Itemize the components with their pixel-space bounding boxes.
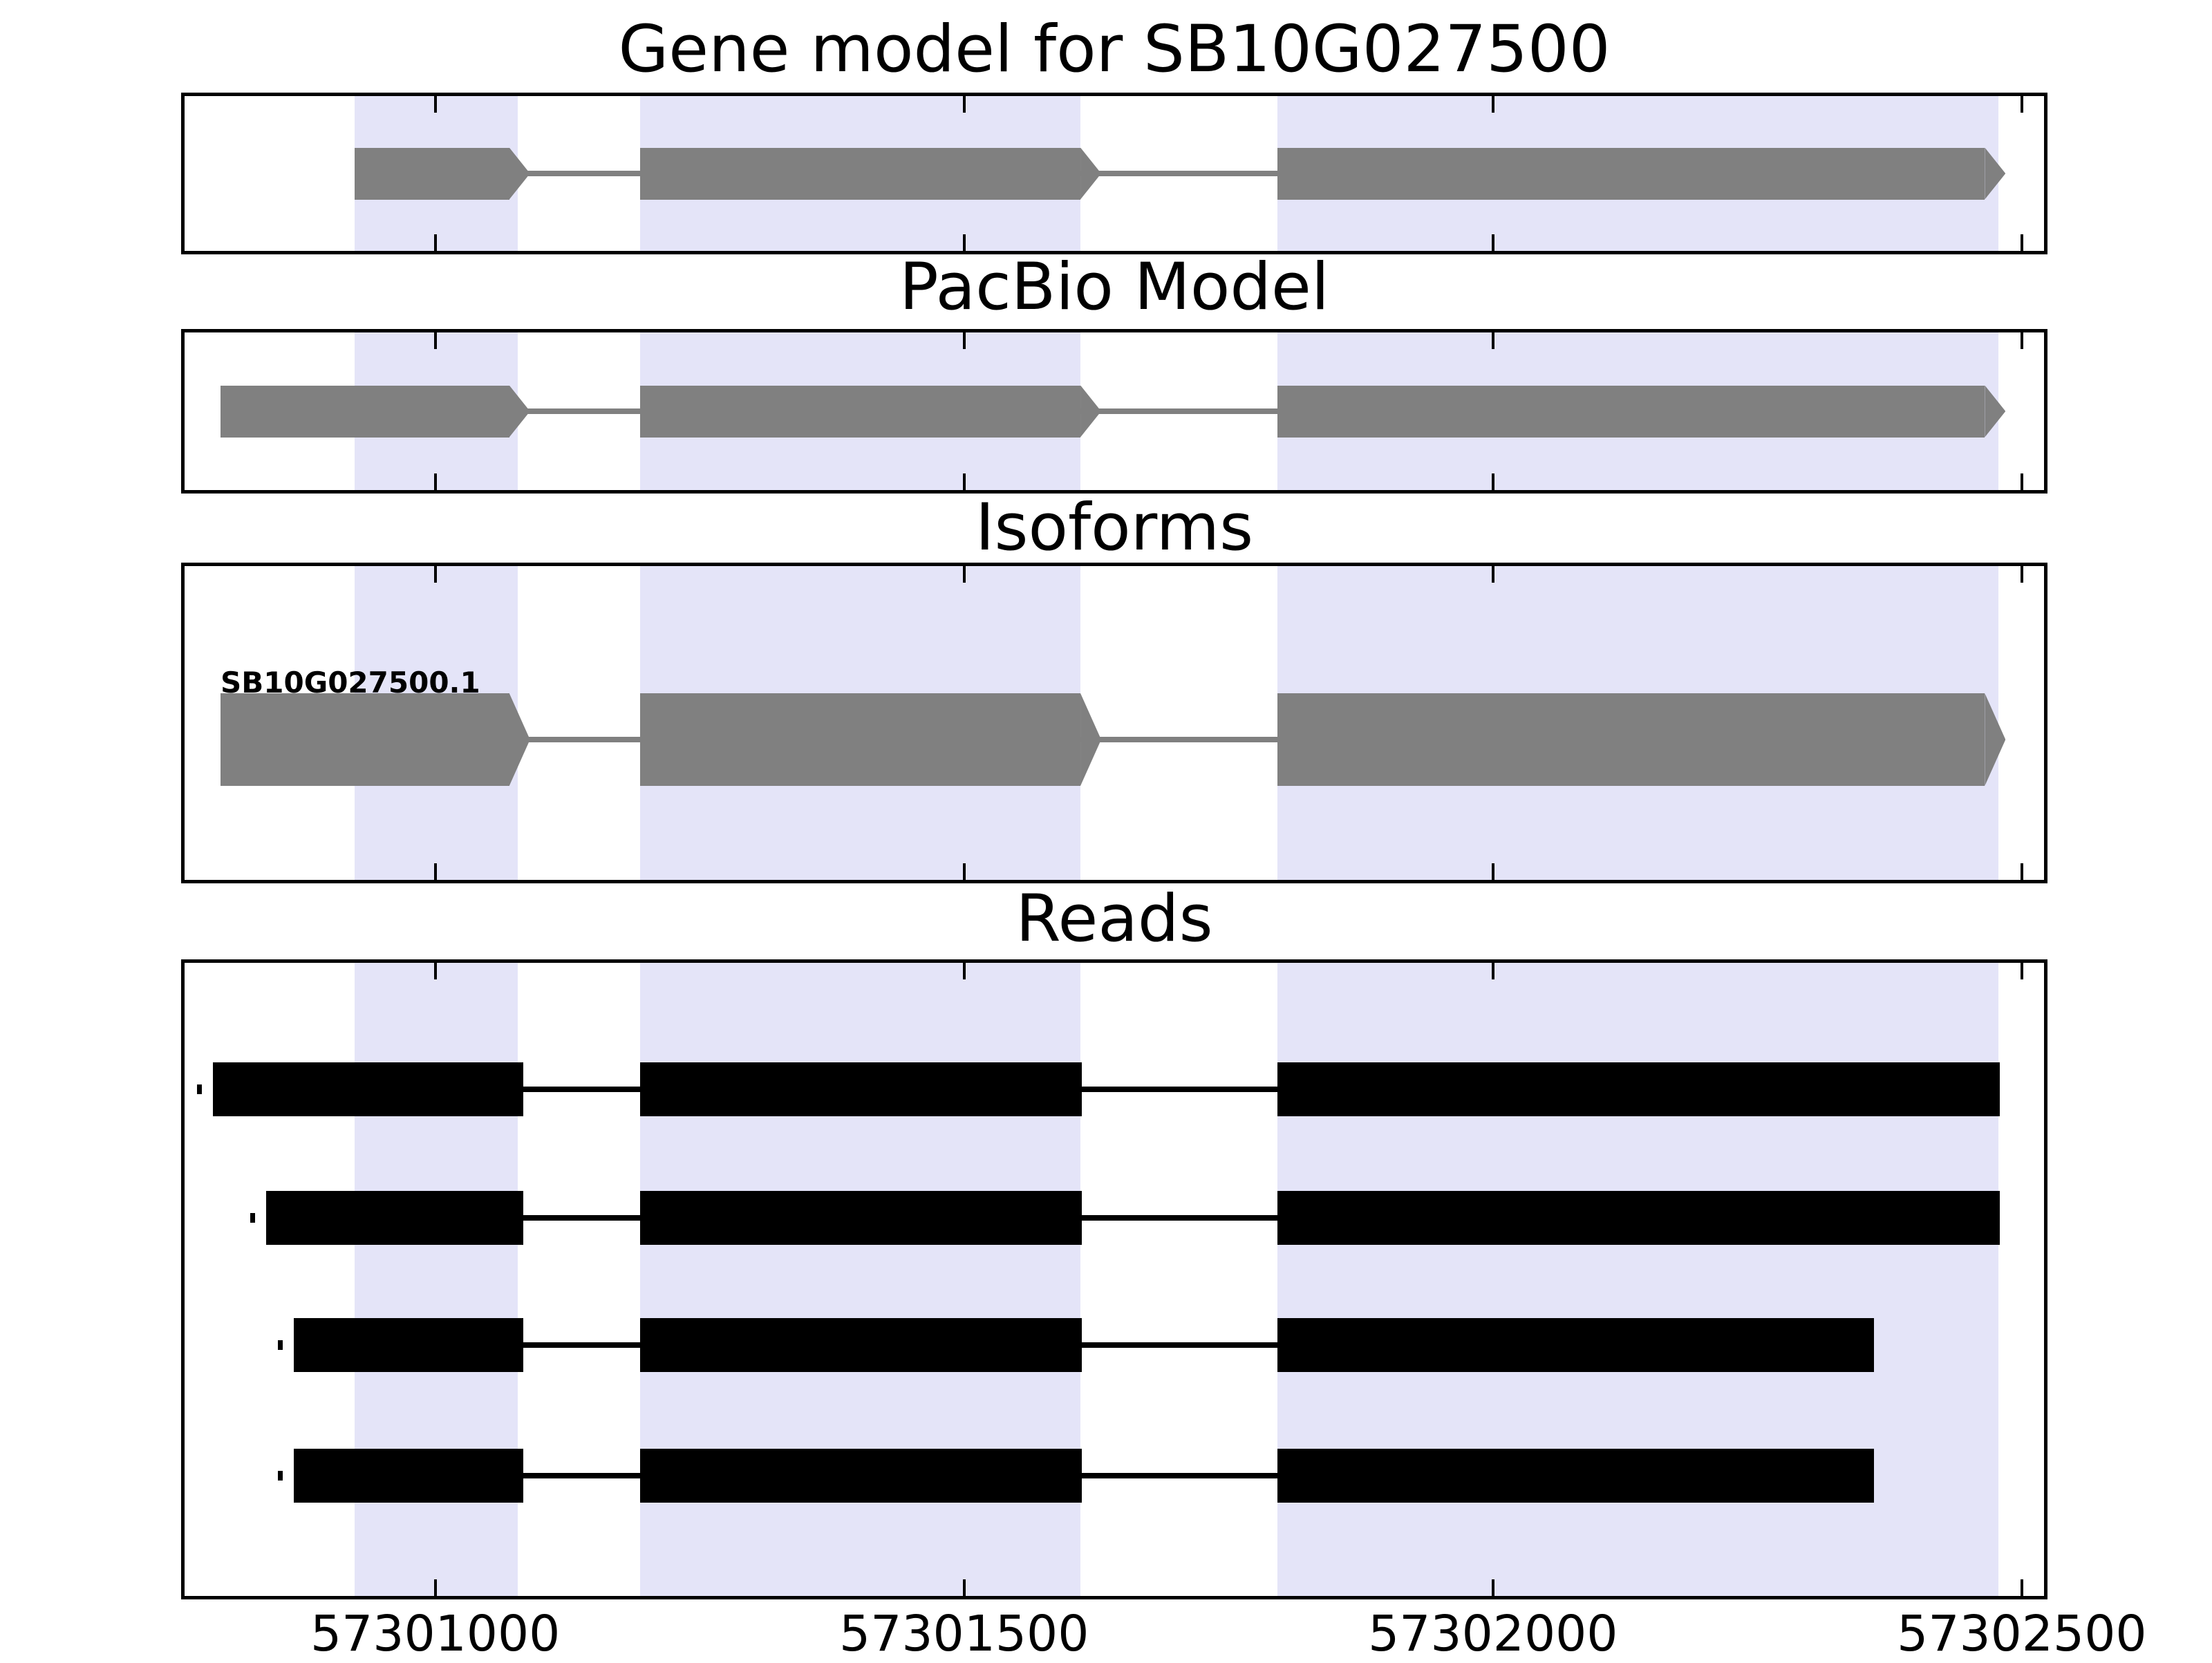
panel-reads	[181, 959, 2047, 1599]
read-exon-block	[293, 1449, 523, 1503]
axis-tick-mark	[962, 1579, 966, 1596]
axis-tick-mark	[1491, 473, 1494, 490]
x-tick-label: 57302000	[1368, 1605, 1618, 1662]
panel-isoforms: SB10G027500.1	[181, 563, 2047, 883]
read-exon-block	[1277, 1191, 2000, 1245]
panel-pacbio-model	[181, 329, 2047, 494]
axis-tick-mark	[2020, 332, 2023, 349]
read-exon-block	[640, 1191, 1082, 1245]
read-exon-block	[640, 1062, 1082, 1116]
exon-block	[1277, 147, 1985, 200]
axis-tick-mark	[2020, 234, 2023, 251]
axis-tick-mark	[962, 963, 966, 979]
axis-tick-mark	[962, 234, 966, 251]
read-exon-block	[213, 1062, 523, 1116]
panel-title-pacbio-model: PacBio Model	[899, 250, 1329, 325]
read-label-mark	[197, 1084, 203, 1094]
read-label-mark	[277, 1340, 283, 1350]
axis-tick-mark	[1491, 96, 1494, 113]
exon-block	[640, 147, 1081, 200]
axis-tick-mark	[433, 1579, 437, 1596]
x-tick-label: 57301500	[839, 1605, 1089, 1662]
axis-tick-mark	[433, 332, 437, 349]
exon-block	[1277, 693, 1985, 786]
axis-tick-mark	[433, 473, 437, 490]
read-exon-block	[1277, 1449, 1874, 1503]
panel-title-gene-model: Gene model for SB10G027500	[618, 12, 1611, 87]
read-exon-block	[1277, 1062, 2000, 1116]
read-exon-block	[640, 1449, 1082, 1503]
read-label-mark	[250, 1213, 255, 1223]
axis-tick-mark	[433, 234, 437, 251]
axis-tick-mark	[433, 566, 437, 583]
x-tick-label: 57301000	[310, 1605, 561, 1662]
intron-line	[213, 1087, 2000, 1092]
exon-arrow-tip	[509, 147, 530, 200]
isoform-label: SB10G027500.1	[221, 666, 480, 699]
intron-line	[355, 171, 1985, 176]
panel-gene-model	[181, 93, 2047, 254]
axis-tick-mark	[2020, 1579, 2023, 1596]
axis-tick-mark	[1491, 234, 1494, 251]
axis-tick-mark	[433, 963, 437, 979]
x-tick-label: 57302500	[1897, 1605, 2147, 1662]
exon-block	[221, 693, 509, 786]
intron-line	[221, 737, 1985, 742]
read-exon-block	[640, 1318, 1082, 1372]
axis-tick-mark	[2020, 863, 2023, 880]
intron-line	[293, 1342, 1874, 1348]
axis-tick-mark	[1491, 1579, 1494, 1596]
read-exon-block	[293, 1318, 523, 1372]
axis-tick-mark	[2020, 963, 2023, 979]
exon-arrow-tip	[1080, 147, 1102, 200]
panel-title-isoforms: Isoforms	[975, 490, 1254, 565]
exon-arrow-tip	[509, 385, 530, 438]
axis-tick-mark	[1491, 863, 1494, 880]
intron-line	[265, 1215, 2000, 1221]
axis-tick-mark	[2020, 96, 2023, 113]
intron-line	[293, 1473, 1874, 1478]
axis-tick-mark	[433, 863, 437, 880]
axis-tick-mark	[962, 863, 966, 880]
axis-tick-mark	[2020, 566, 2023, 583]
axis-tick-mark	[2020, 473, 2023, 490]
exon-arrow-tip	[1080, 693, 1102, 786]
exon-block	[1277, 385, 1985, 438]
panel-title-reads: Reads	[1015, 881, 1213, 957]
exon-block	[640, 385, 1081, 438]
axis-tick-mark	[962, 473, 966, 490]
axis-tick-mark	[1491, 332, 1494, 349]
exon-block	[355, 147, 509, 200]
read-exon-block	[1277, 1318, 1874, 1372]
x-axis: 57301000 57301500 57302000 57302500	[185, 1605, 2147, 1663]
axis-tick-mark	[1491, 566, 1494, 583]
read-label-mark	[277, 1471, 283, 1481]
intron-line	[221, 408, 1985, 414]
exon-arrow-tip	[1080, 385, 1102, 438]
exon-arrow-tip	[509, 693, 530, 786]
axis-tick-mark	[962, 332, 966, 349]
read-exon-block	[265, 1191, 523, 1245]
exon-block	[640, 693, 1081, 786]
exon-block	[221, 385, 509, 438]
axis-tick-mark	[433, 96, 437, 113]
axis-tick-mark	[962, 566, 966, 583]
axis-tick-mark	[1491, 963, 1494, 979]
axis-tick-mark	[962, 96, 966, 113]
